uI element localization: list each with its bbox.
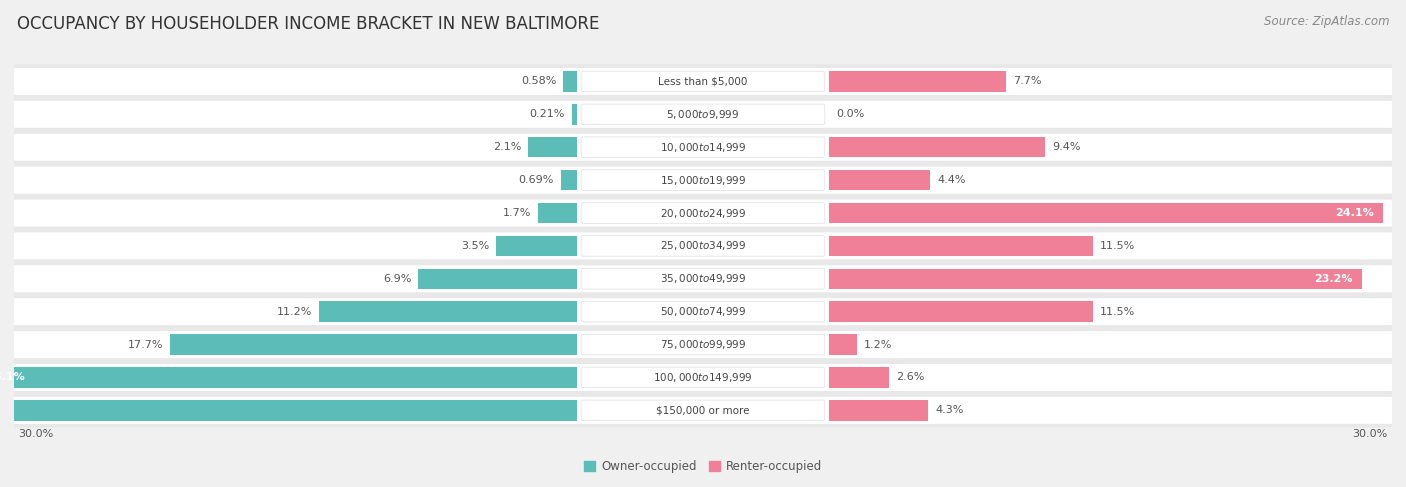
FancyBboxPatch shape bbox=[13, 265, 1393, 292]
FancyBboxPatch shape bbox=[581, 170, 825, 190]
Text: 1.7%: 1.7% bbox=[502, 208, 531, 218]
FancyBboxPatch shape bbox=[13, 298, 1393, 325]
FancyBboxPatch shape bbox=[581, 400, 825, 421]
Text: 11.5%: 11.5% bbox=[1101, 241, 1136, 251]
Bar bbox=[537, 203, 576, 223]
Text: $20,000 to $24,999: $20,000 to $24,999 bbox=[659, 206, 747, 220]
FancyBboxPatch shape bbox=[13, 134, 1393, 161]
Legend: Owner-occupied, Renter-occupied: Owner-occupied, Renter-occupied bbox=[579, 455, 827, 478]
FancyBboxPatch shape bbox=[581, 71, 825, 92]
Text: 9.4%: 9.4% bbox=[1052, 142, 1081, 152]
FancyBboxPatch shape bbox=[6, 97, 1400, 131]
FancyBboxPatch shape bbox=[13, 232, 1393, 260]
Bar bbox=[830, 170, 931, 190]
Text: $25,000 to $34,999: $25,000 to $34,999 bbox=[659, 240, 747, 252]
Bar bbox=[561, 170, 576, 190]
Bar bbox=[830, 269, 1362, 289]
Text: $150,000 or more: $150,000 or more bbox=[657, 405, 749, 415]
FancyBboxPatch shape bbox=[13, 167, 1393, 194]
Bar bbox=[830, 236, 1094, 256]
Text: 6.9%: 6.9% bbox=[382, 274, 412, 284]
Text: 30.0%: 30.0% bbox=[18, 429, 53, 439]
FancyBboxPatch shape bbox=[6, 64, 1400, 98]
Bar bbox=[830, 137, 1045, 157]
FancyBboxPatch shape bbox=[13, 331, 1393, 358]
Text: 11.5%: 11.5% bbox=[1101, 307, 1136, 317]
Text: 11.2%: 11.2% bbox=[277, 307, 312, 317]
FancyBboxPatch shape bbox=[581, 236, 825, 256]
Text: 0.21%: 0.21% bbox=[530, 110, 565, 119]
FancyBboxPatch shape bbox=[13, 68, 1393, 95]
Text: 2.6%: 2.6% bbox=[896, 373, 924, 382]
Text: Source: ZipAtlas.com: Source: ZipAtlas.com bbox=[1264, 15, 1389, 28]
FancyBboxPatch shape bbox=[13, 397, 1393, 424]
Bar bbox=[0, 367, 576, 388]
Text: 17.7%: 17.7% bbox=[128, 339, 163, 350]
Text: 23.2%: 23.2% bbox=[1315, 274, 1353, 284]
Bar bbox=[830, 400, 928, 421]
FancyBboxPatch shape bbox=[581, 137, 825, 157]
Bar bbox=[418, 269, 576, 289]
FancyBboxPatch shape bbox=[6, 262, 1400, 296]
Bar bbox=[830, 71, 1007, 92]
Text: 4.3%: 4.3% bbox=[935, 405, 963, 415]
Text: OCCUPANCY BY HOUSEHOLDER INCOME BRACKET IN NEW BALTIMORE: OCCUPANCY BY HOUSEHOLDER INCOME BRACKET … bbox=[17, 15, 599, 33]
FancyBboxPatch shape bbox=[13, 200, 1393, 226]
Text: 30.0%: 30.0% bbox=[1353, 429, 1388, 439]
FancyBboxPatch shape bbox=[13, 101, 1393, 128]
Text: 0.0%: 0.0% bbox=[837, 110, 865, 119]
FancyBboxPatch shape bbox=[581, 301, 825, 322]
FancyBboxPatch shape bbox=[13, 364, 1393, 391]
Text: $15,000 to $19,999: $15,000 to $19,999 bbox=[659, 174, 747, 187]
Bar bbox=[830, 335, 856, 355]
FancyBboxPatch shape bbox=[581, 203, 825, 224]
Bar bbox=[529, 137, 576, 157]
Bar bbox=[564, 71, 576, 92]
Bar bbox=[319, 301, 576, 322]
Text: 3.5%: 3.5% bbox=[461, 241, 489, 251]
Text: $10,000 to $14,999: $10,000 to $14,999 bbox=[659, 141, 747, 154]
FancyBboxPatch shape bbox=[6, 163, 1400, 197]
FancyBboxPatch shape bbox=[581, 334, 825, 355]
Text: $50,000 to $74,999: $50,000 to $74,999 bbox=[659, 305, 747, 318]
FancyBboxPatch shape bbox=[6, 130, 1400, 164]
FancyBboxPatch shape bbox=[6, 196, 1400, 230]
FancyBboxPatch shape bbox=[6, 360, 1400, 394]
FancyBboxPatch shape bbox=[6, 229, 1400, 263]
FancyBboxPatch shape bbox=[581, 268, 825, 289]
Bar bbox=[496, 236, 576, 256]
Bar bbox=[830, 301, 1094, 322]
FancyBboxPatch shape bbox=[581, 367, 825, 388]
FancyBboxPatch shape bbox=[6, 295, 1400, 329]
Text: 26.1%: 26.1% bbox=[0, 373, 25, 382]
Text: 2.1%: 2.1% bbox=[494, 142, 522, 152]
Bar bbox=[0, 400, 576, 421]
Text: 0.69%: 0.69% bbox=[519, 175, 554, 185]
Text: $100,000 to $149,999: $100,000 to $149,999 bbox=[654, 371, 752, 384]
Text: 7.7%: 7.7% bbox=[1012, 76, 1042, 87]
Text: 0.58%: 0.58% bbox=[522, 76, 557, 87]
Bar bbox=[830, 203, 1382, 223]
FancyBboxPatch shape bbox=[6, 327, 1400, 362]
Bar bbox=[572, 104, 576, 125]
Text: $75,000 to $99,999: $75,000 to $99,999 bbox=[659, 338, 747, 351]
Bar bbox=[830, 367, 889, 388]
FancyBboxPatch shape bbox=[6, 393, 1400, 428]
Text: 1.2%: 1.2% bbox=[863, 339, 893, 350]
Text: 4.4%: 4.4% bbox=[938, 175, 966, 185]
Bar bbox=[170, 335, 576, 355]
Text: Less than $5,000: Less than $5,000 bbox=[658, 76, 748, 87]
Text: $35,000 to $49,999: $35,000 to $49,999 bbox=[659, 272, 747, 285]
Text: $5,000 to $9,999: $5,000 to $9,999 bbox=[666, 108, 740, 121]
FancyBboxPatch shape bbox=[581, 104, 825, 125]
Text: 24.1%: 24.1% bbox=[1334, 208, 1374, 218]
